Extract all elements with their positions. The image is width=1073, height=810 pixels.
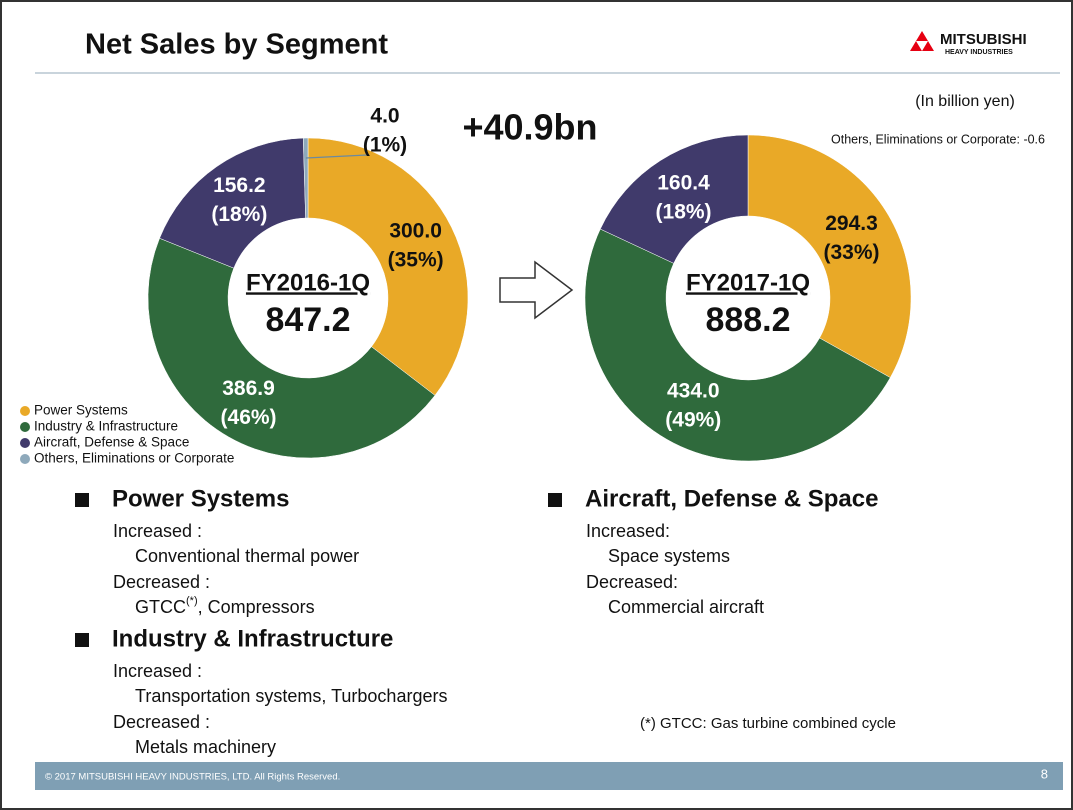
item-label: Decreased : bbox=[113, 572, 210, 592]
logo-subtext: HEAVY INDUSTRIES bbox=[945, 49, 1013, 56]
center-total: 847.2 bbox=[265, 301, 350, 339]
logo-diamond bbox=[922, 41, 934, 51]
percent-label: (33%) bbox=[823, 241, 879, 264]
center-title: FY2017-1Q bbox=[686, 269, 810, 296]
logo-diamond bbox=[910, 41, 922, 51]
footer-bar bbox=[35, 762, 1063, 790]
item-label: Decreased : bbox=[113, 712, 210, 732]
legend-label: Industry & Infrastructure bbox=[34, 419, 178, 434]
legend-swatch bbox=[20, 406, 30, 416]
others-note: Others, Eliminations or Corporate: -0.6 bbox=[831, 132, 1045, 146]
item-detail: Transportation systems, Turbochargers bbox=[135, 686, 447, 706]
item-detail-text: , Compressors bbox=[198, 597, 315, 617]
slide-title: Net Sales by Segment bbox=[85, 29, 388, 61]
value-label: 434.0 bbox=[667, 379, 720, 402]
donut-segment bbox=[747, 134, 912, 378]
bullet bbox=[75, 633, 89, 647]
center-total: 888.2 bbox=[705, 301, 790, 339]
bullet bbox=[75, 493, 89, 507]
bullet bbox=[548, 493, 562, 507]
percent-label: (18%) bbox=[211, 203, 267, 226]
item-label: Increased : bbox=[113, 661, 202, 681]
section-heading: Aircraft, Defense & Space bbox=[585, 485, 878, 512]
value-label: 294.3 bbox=[825, 212, 878, 235]
note-mark: (*) bbox=[186, 595, 198, 607]
item-detail: Commercial aircraft bbox=[608, 597, 764, 617]
value-label: 160.4 bbox=[657, 171, 710, 194]
legend-label: Aircraft, Defense & Space bbox=[34, 435, 189, 450]
leader-line bbox=[305, 154, 368, 159]
percent-label: (35%) bbox=[388, 248, 444, 271]
logo: MITSUBISHI HEAVY INDUSTRIES bbox=[910, 31, 1027, 56]
logo-diamond bbox=[916, 31, 928, 41]
percent-label: (49%) bbox=[665, 408, 721, 431]
center-title: FY2016-1Q bbox=[246, 269, 370, 296]
legend-label: Others, Eliminations or Corporate bbox=[34, 451, 234, 466]
item-detail-text: Space systems bbox=[608, 546, 730, 566]
item-detail: Space systems bbox=[608, 546, 730, 566]
item-detail: Metals machinery bbox=[135, 737, 276, 757]
section-heading: Industry & Infrastructure bbox=[112, 625, 393, 652]
item-detail: Conventional thermal power bbox=[135, 546, 359, 566]
page-number: 8 bbox=[1041, 766, 1048, 781]
item-detail: GTCC(*), Compressors bbox=[135, 595, 315, 617]
item-detail-text: GTCC bbox=[135, 597, 186, 617]
item-detail-text: Conventional thermal power bbox=[135, 546, 359, 566]
section-heading: Power Systems bbox=[112, 485, 289, 512]
footnote: (*) GTCC: Gas turbine combined cycle bbox=[640, 715, 896, 732]
legend-swatch bbox=[20, 454, 30, 464]
legend-swatch bbox=[20, 438, 30, 448]
item-detail-text: Metals machinery bbox=[135, 737, 276, 757]
value-label: 386.9 bbox=[222, 377, 275, 400]
value-label: 300.0 bbox=[389, 219, 442, 242]
legend-swatch bbox=[20, 422, 30, 432]
arrow bbox=[499, 260, 574, 320]
donut-segment bbox=[307, 137, 469, 396]
unit-note: (In billion yen) bbox=[915, 93, 1015, 110]
copyright: © 2017 MITSUBISHI HEAVY INDUSTRIES, LTD.… bbox=[45, 772, 340, 783]
logo-text: MITSUBISHI bbox=[940, 31, 1027, 48]
value-label: 4.0 bbox=[370, 105, 399, 128]
item-label: Increased : bbox=[113, 521, 202, 541]
percent-label: (46%) bbox=[221, 406, 277, 429]
percent-label: (1%) bbox=[363, 134, 407, 157]
delta: +40.9bn bbox=[462, 107, 597, 148]
value-label: 156.2 bbox=[213, 174, 266, 197]
item-detail-text: Transportation systems, Turbochargers bbox=[135, 686, 447, 706]
donut-segment bbox=[599, 134, 749, 264]
donut-segment bbox=[159, 137, 306, 269]
item-detail-text: Commercial aircraft bbox=[608, 597, 764, 617]
percent-label: (18%) bbox=[656, 200, 712, 223]
item-label: Decreased: bbox=[586, 572, 678, 592]
item-label: Increased: bbox=[586, 521, 670, 541]
legend-label: Power Systems bbox=[34, 403, 128, 418]
